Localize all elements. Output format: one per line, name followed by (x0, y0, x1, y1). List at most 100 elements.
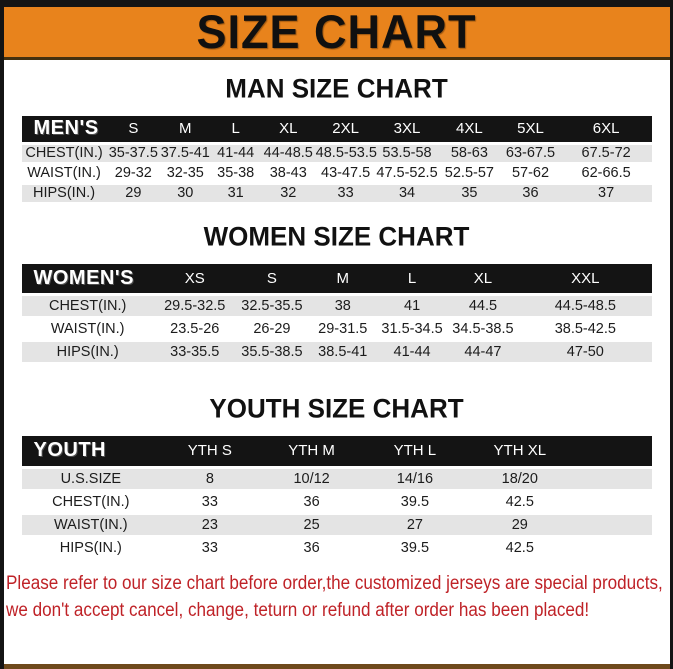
size-cell: 47.5-52.5 (375, 163, 439, 185)
size-cell: 42.5 (466, 490, 574, 515)
header-size-cell: 5XL (500, 116, 561, 145)
header-size-cell: L (377, 263, 447, 296)
left-border (0, 0, 4, 669)
size-cell: 37 (560, 183, 652, 205)
size-cell: 32 (260, 183, 316, 205)
size-cell: 52.5-57 (438, 163, 501, 185)
header-size-cell: 6XL (560, 116, 652, 145)
size-table-men: MEN'S S M L XL 2XL 3XL 4XL 5XL 6XL CHEST(IN.) 35-37… (21, 116, 652, 205)
header-size-cell: M (160, 116, 211, 145)
right-border (670, 0, 673, 669)
size-cell: 38 (308, 294, 378, 319)
row-label: HIPS(IN.) (21, 183, 107, 205)
size-cell: 31.5-34.5 (377, 317, 447, 342)
header-size-cell: 4XL (438, 116, 501, 145)
table-row: CHEST(IN.) 33 36 39.5 42.5 (21, 490, 652, 515)
section-title-youth: YOUTH SIZE CHART (209, 392, 464, 424)
size-cell (573, 513, 652, 538)
size-cell: 39.5 (363, 536, 467, 561)
size-cell: 32.5-35.5 (235, 294, 309, 319)
row-label: CHEST(IN.) (21, 294, 154, 319)
header-size-cell: XL (260, 116, 316, 145)
size-cell: 23 (160, 513, 260, 538)
size-cell: 39.5 (363, 490, 467, 515)
size-cell: 53.5-58 (375, 143, 439, 165)
header-row: MEN'S S M L XL 2XL 3XL 4XL 5XL 6XL (21, 116, 652, 145)
header-size-cell: YTH XL (466, 436, 574, 469)
row-label: HIPS(IN.) (21, 340, 154, 365)
header-size-cell: XS (153, 263, 236, 296)
size-cell: 42.5 (466, 536, 574, 561)
disclaimer-line-2: we don't accept cancel, change, teturn o… (6, 599, 590, 621)
table-row: HIPS(IN.) 29 30 31 32 33 34 35 36 37 (21, 183, 652, 205)
size-cell: 58-63 (438, 143, 501, 165)
size-cell: 44-47 (446, 340, 520, 365)
row-label: HIPS(IN.) (21, 536, 161, 561)
header-size-cell: YTH M (259, 436, 364, 469)
size-cell: 38.5-41 (308, 340, 378, 365)
size-cell (573, 536, 652, 561)
header-row: WOMEN'S XS S M L XL XXL (21, 263, 652, 296)
header-size-cell: M (308, 263, 378, 296)
size-cell: 30 (160, 183, 211, 205)
header-size-cell: YTH L (363, 436, 467, 469)
size-cell: 41 (377, 294, 447, 319)
header-size-cell: YTH S (160, 436, 260, 469)
table-row: WAIST(IN.) 23 25 27 29 (21, 513, 652, 538)
row-label: WAIST(IN.) (21, 163, 107, 185)
table-row: WAIST(IN.) 29-32 32-35 35-38 38-43 43-47.5 47.… (21, 163, 652, 185)
size-cell: 38.5-42.5 (519, 317, 652, 342)
size-cell: 35 (438, 183, 501, 205)
size-cell: 25 (259, 513, 364, 538)
size-table-women: WOMEN'S XS S M L XL XXL CHEST(IN.) 29.5-32.5 32.5… (21, 263, 652, 365)
size-cell (573, 467, 652, 492)
row-label: CHEST(IN.) (21, 143, 107, 165)
top-border (0, 0, 673, 7)
size-cell: 44-48.5 (260, 143, 316, 165)
size-cell: 14/16 (363, 467, 467, 492)
size-cell: 29-32 (106, 163, 161, 185)
bottom-border (0, 664, 673, 669)
header-size-cell: XXL (519, 263, 652, 296)
size-cell: 31 (210, 183, 261, 205)
table-row: CHEST(IN.) 35-37.5 37.5-41 41-44 44-48.5 48.5… (21, 143, 652, 165)
header-label: MEN'S (21, 116, 107, 145)
size-cell: 41-44 (210, 143, 261, 165)
table-row: WAIST(IN.) 23.5-26 26-29 29-31.5 31.5-34.5 34… (21, 317, 652, 342)
size-cell: 62-66.5 (560, 163, 652, 185)
table-row: HIPS(IN.) 33-35.5 35.5-38.5 38.5-41 41-44 44-… (21, 340, 652, 365)
header-label: YOUTH (21, 436, 161, 469)
size-cell: 38-43 (260, 163, 316, 185)
size-cell: 8 (160, 467, 260, 492)
size-cell: 35.5-38.5 (235, 340, 309, 365)
table-row: CHEST(IN.) 29.5-32.5 32.5-35.5 38 41 44.5 44.5… (21, 294, 652, 319)
header-row: YOUTH YTH S YTH M YTH L YTH XL (21, 436, 652, 469)
size-cell: 23.5-26 (153, 317, 236, 342)
page-title: SIZE CHART (196, 4, 477, 59)
header-size-cell: 3XL (375, 116, 439, 145)
size-cell: 29-31.5 (308, 317, 378, 342)
size-cell: 18/20 (466, 467, 574, 492)
size-cell: 36 (500, 183, 561, 205)
row-label: WAIST(IN.) (21, 513, 161, 538)
row-label: U.S.SIZE (21, 467, 161, 492)
size-cell: 63-67.5 (500, 143, 561, 165)
header-size-cell: L (210, 116, 261, 145)
size-cell: 26-29 (235, 317, 309, 342)
size-cell: 36 (259, 536, 364, 561)
title-banner: SIZE CHART (0, 4, 673, 60)
size-chart-sections: MAN SIZE CHART MEN'S S M L XL 2XL 3XL 4XL 5XL 6XL C… (0, 72, 673, 561)
size-cell (573, 490, 652, 515)
header-label: WOMEN'S (21, 263, 154, 296)
table-row: U.S.SIZE 8 10/12 14/16 18/20 (21, 467, 652, 492)
size-cell: 33 (160, 536, 260, 561)
header-size-cell: 2XL (315, 116, 376, 145)
row-label: CHEST(IN.) (21, 490, 161, 515)
size-cell: 10/12 (259, 467, 364, 492)
size-cell: 43-47.5 (315, 163, 376, 185)
size-cell: 32-35 (160, 163, 211, 185)
size-cell: 36 (259, 490, 364, 515)
header-size-cell (573, 436, 652, 469)
size-cell: 33 (160, 490, 260, 515)
size-cell: 34.5-38.5 (446, 317, 520, 342)
